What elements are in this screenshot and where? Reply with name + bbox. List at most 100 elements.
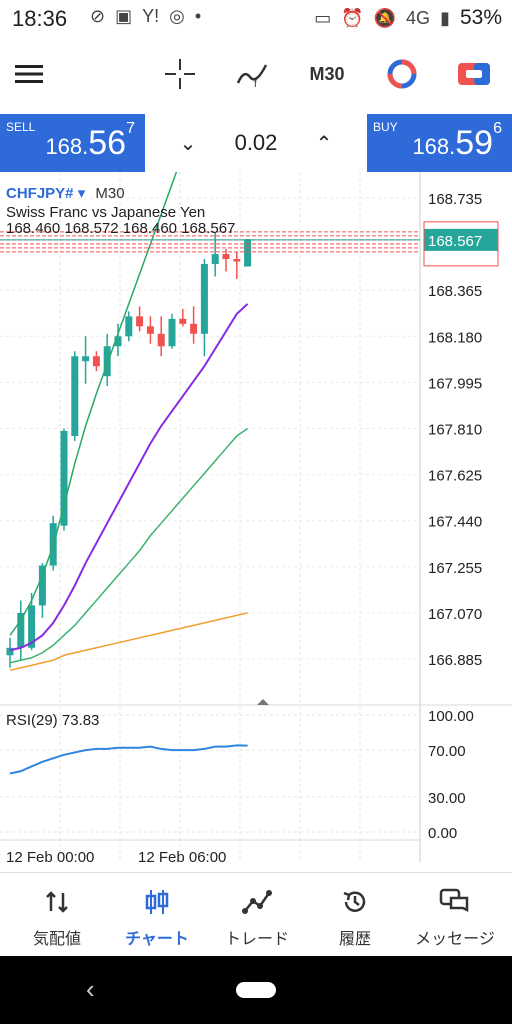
candle-body <box>114 336 122 347</box>
alarm-icon: ⏰ <box>341 7 364 28</box>
chart-description: Swiss Franc vs Japanese Yen <box>6 204 206 221</box>
candle-body <box>200 264 208 334</box>
sell-price-lead: 168. <box>45 134 89 159</box>
menu-icon[interactable] <box>14 54 44 94</box>
nav-quotes-label: 気配値 <box>32 931 81 948</box>
chart-area[interactable]: 168.735 168.365 168.180 167.995 167.810 167.6… <box>0 172 512 872</box>
candle-body <box>71 356 79 436</box>
candle-body <box>28 605 36 648</box>
volume-control: ⌄ 0.02 ⌃ <box>145 114 367 172</box>
chart-toolbar: f M30 <box>0 40 512 108</box>
candle-body <box>211 254 219 265</box>
price-tick-label: 166.885 <box>428 652 482 669</box>
objects-icon[interactable] <box>384 54 420 94</box>
cube-icon: ▣ <box>115 6 133 26</box>
price-tick-label: 168.735 <box>428 191 482 208</box>
time-axis-label: 12 Feb 06:00 <box>138 849 226 866</box>
nav-history[interactable]: 履歴 <box>304 873 406 957</box>
candle-body <box>82 356 90 362</box>
sell-price-sup: 7 <box>126 120 135 137</box>
nav-messages[interactable]: メッセージ <box>404 873 506 957</box>
nav-trade[interactable]: トレード <box>206 873 308 957</box>
chart-timeframe: M30 <box>95 185 125 202</box>
bottom-navigation: 気配値 チャート トレード 履歴 メッセージ <box>0 872 512 957</box>
price-tick-label: 167.255 <box>428 560 482 577</box>
home-pill[interactable] <box>236 982 276 998</box>
candle-body <box>92 356 100 367</box>
buy-price-sup: 6 <box>493 120 502 137</box>
volume-down-icon[interactable]: ⌄ <box>179 132 197 155</box>
volume-value[interactable]: 0.02 <box>234 130 278 155</box>
candle-body <box>157 333 165 347</box>
rsi-level-label: 100.00 <box>428 708 474 725</box>
status-right-icons: ▭ ⏰ 🔕 4G ▮ 53% <box>314 6 502 30</box>
sell-label: SELL <box>6 120 36 134</box>
rsi-label: RSI(29) 73.83 <box>6 712 100 729</box>
candle-body <box>6 647 14 656</box>
mute-icon: 🔕 <box>373 7 397 28</box>
time-axis-label: 12 Feb 00:00 <box>6 849 94 866</box>
candle-body <box>168 318 176 347</box>
candle-body <box>179 318 187 324</box>
do-not-disturb-icon: ⊘ <box>90 6 106 26</box>
messages-icon <box>404 887 506 917</box>
buy-price-big: 59 <box>455 124 494 162</box>
buy-price: 168.596 <box>412 120 502 163</box>
candle-body <box>146 326 154 334</box>
history-icon <box>304 887 406 917</box>
indicator-icon[interactable]: f <box>234 54 270 94</box>
price-chart[interactable]: 168.735 168.365 168.180 167.995 167.810 167.6… <box>0 172 512 872</box>
symbol-dropdown-icon[interactable]: ▾ <box>77 185 86 202</box>
buy-label: BUY <box>373 120 398 134</box>
price-tick-label: 168.180 <box>428 329 482 346</box>
candle-body <box>136 316 144 327</box>
battery-percent: 53% <box>459 6 502 29</box>
nav-chart[interactable]: チャート <box>106 873 208 957</box>
trade-nav-icon <box>206 887 308 917</box>
order-price-box <box>423 221 499 267</box>
status-time: 18:36 <box>12 6 68 31</box>
crosshair-icon[interactable] <box>162 54 198 94</box>
candle-body <box>190 323 198 334</box>
buy-button[interactable]: BUY 168.596 <box>367 114 512 172</box>
timeframe-button[interactable]: M30 <box>302 54 352 94</box>
candle-body <box>222 254 230 260</box>
candle-body <box>125 316 133 337</box>
price-tick-label: 168.365 <box>428 283 482 300</box>
nav-messages-label: メッセージ <box>415 931 495 948</box>
rsi-level-label: 70.00 <box>428 743 466 760</box>
svg-text:f: f <box>254 79 257 89</box>
chrome-icon: ◎ <box>169 6 185 26</box>
chart-symbol[interactable]: CHFJPY# <box>6 185 74 202</box>
pane-resize-icon <box>257 699 269 705</box>
price-tick-label: 167.810 <box>428 422 482 439</box>
candle-body <box>60 430 68 526</box>
moving-average-line <box>9 303 249 652</box>
status-left-icons: ⊘ ▣ Y! ◎ • <box>90 6 201 27</box>
candle-body <box>233 259 241 262</box>
moving-average-line <box>9 612 248 671</box>
nav-chart-label: チャート <box>125 931 189 948</box>
price-tick-label: 167.995 <box>428 375 482 392</box>
timeframe-label: M30 <box>309 63 345 84</box>
back-icon[interactable]: ‹ <box>86 974 95 1004</box>
nav-history-label: 履歴 <box>338 931 371 948</box>
chart-symbol-line[interactable]: CHFJPY# ▾ M30 <box>6 184 125 202</box>
rsi-line <box>9 744 248 775</box>
nav-quotes[interactable]: 気配値 <box>6 873 108 957</box>
cast-icon: ▭ <box>314 7 332 28</box>
sell-button[interactable]: SELL 168.567 <box>0 114 145 172</box>
current-price-label: 168.567 <box>428 233 482 250</box>
sell-price: 168.567 <box>45 120 135 163</box>
trade-icon[interactable] <box>456 54 492 94</box>
price-tick-label: 167.440 <box>428 514 482 531</box>
chart-ohlc: 168.460 168.572 168.460 168.567 <box>6 220 236 237</box>
volume-up-icon[interactable]: ⌃ <box>315 132 333 155</box>
sell-price-big: 56 <box>88 124 127 162</box>
network-label: 4G <box>406 7 431 28</box>
rsi-level-label: 0.00 <box>428 825 457 842</box>
buy-price-lead: 168. <box>412 134 456 159</box>
candle-body <box>244 239 252 267</box>
moving-average-line <box>9 172 178 636</box>
yahoo-icon: Y! <box>142 6 160 26</box>
